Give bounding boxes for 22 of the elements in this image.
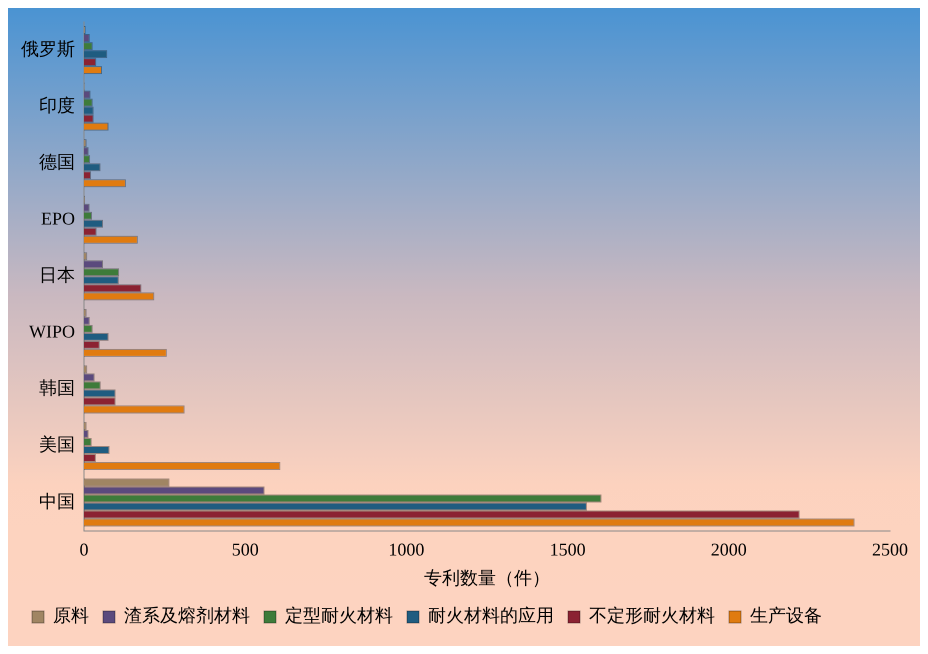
x-tick-label: 1500 (550, 539, 586, 560)
legend-label: 耐火材料的应用 (428, 606, 554, 626)
y-tick-label: 美国 (39, 434, 75, 455)
x-tick-label: 2000 (710, 539, 747, 560)
y-tick-label: 韩国 (39, 378, 75, 398)
x-tick-label: 1000 (388, 539, 424, 560)
y-tick-label: WIPO (29, 322, 75, 342)
x-tick-label: 500 (232, 539, 259, 560)
x-tick-label: 2500 (872, 539, 908, 560)
y-tick-label: 俄罗斯 (21, 38, 75, 59)
y-tick-label: EPO (40, 208, 75, 228)
legend-label: 定型耐火材料 (285, 606, 393, 626)
x-tick-label: 0 (80, 539, 88, 560)
legend-label: 不定形耐火材料 (589, 606, 715, 626)
legend-label: 原料 (53, 606, 89, 626)
y-tick-label: 中国 (39, 491, 75, 512)
y-tick-label: 德国 (39, 152, 75, 172)
legend-label: 生产设备 (750, 606, 822, 626)
y-tick-label: 印度 (39, 95, 75, 116)
x-axis-title: 专利数量（件） (424, 568, 550, 588)
y-tick-label: 日本 (39, 265, 75, 286)
legend-label: 渣系及熔剂材料 (124, 606, 250, 626)
